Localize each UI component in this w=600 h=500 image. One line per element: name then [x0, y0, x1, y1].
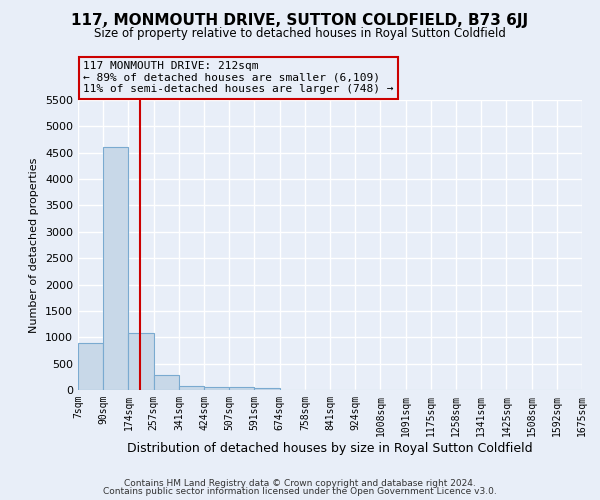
Text: Contains public sector information licensed under the Open Government Licence v3: Contains public sector information licen… [103, 487, 497, 496]
Bar [179, 386, 204, 390]
Bar [254, 388, 280, 390]
Text: Size of property relative to detached houses in Royal Sutton Coldfield: Size of property relative to detached ho… [94, 28, 506, 40]
X-axis label: Distribution of detached houses by size in Royal Sutton Coldfield: Distribution of detached houses by size … [127, 442, 533, 454]
Bar [103, 148, 128, 390]
Bar [229, 388, 254, 390]
Text: Contains HM Land Registry data © Crown copyright and database right 2024.: Contains HM Land Registry data © Crown c… [124, 478, 476, 488]
Bar [154, 374, 179, 390]
Bar [128, 333, 154, 390]
Bar [204, 387, 229, 390]
Text: 117, MONMOUTH DRIVE, SUTTON COLDFIELD, B73 6JJ: 117, MONMOUTH DRIVE, SUTTON COLDFIELD, B… [71, 12, 529, 28]
Text: 117 MONMOUTH DRIVE: 212sqm
← 89% of detached houses are smaller (6,109)
11% of s: 117 MONMOUTH DRIVE: 212sqm ← 89% of deta… [83, 61, 394, 94]
Bar [78, 343, 103, 390]
Y-axis label: Number of detached properties: Number of detached properties [29, 158, 40, 332]
